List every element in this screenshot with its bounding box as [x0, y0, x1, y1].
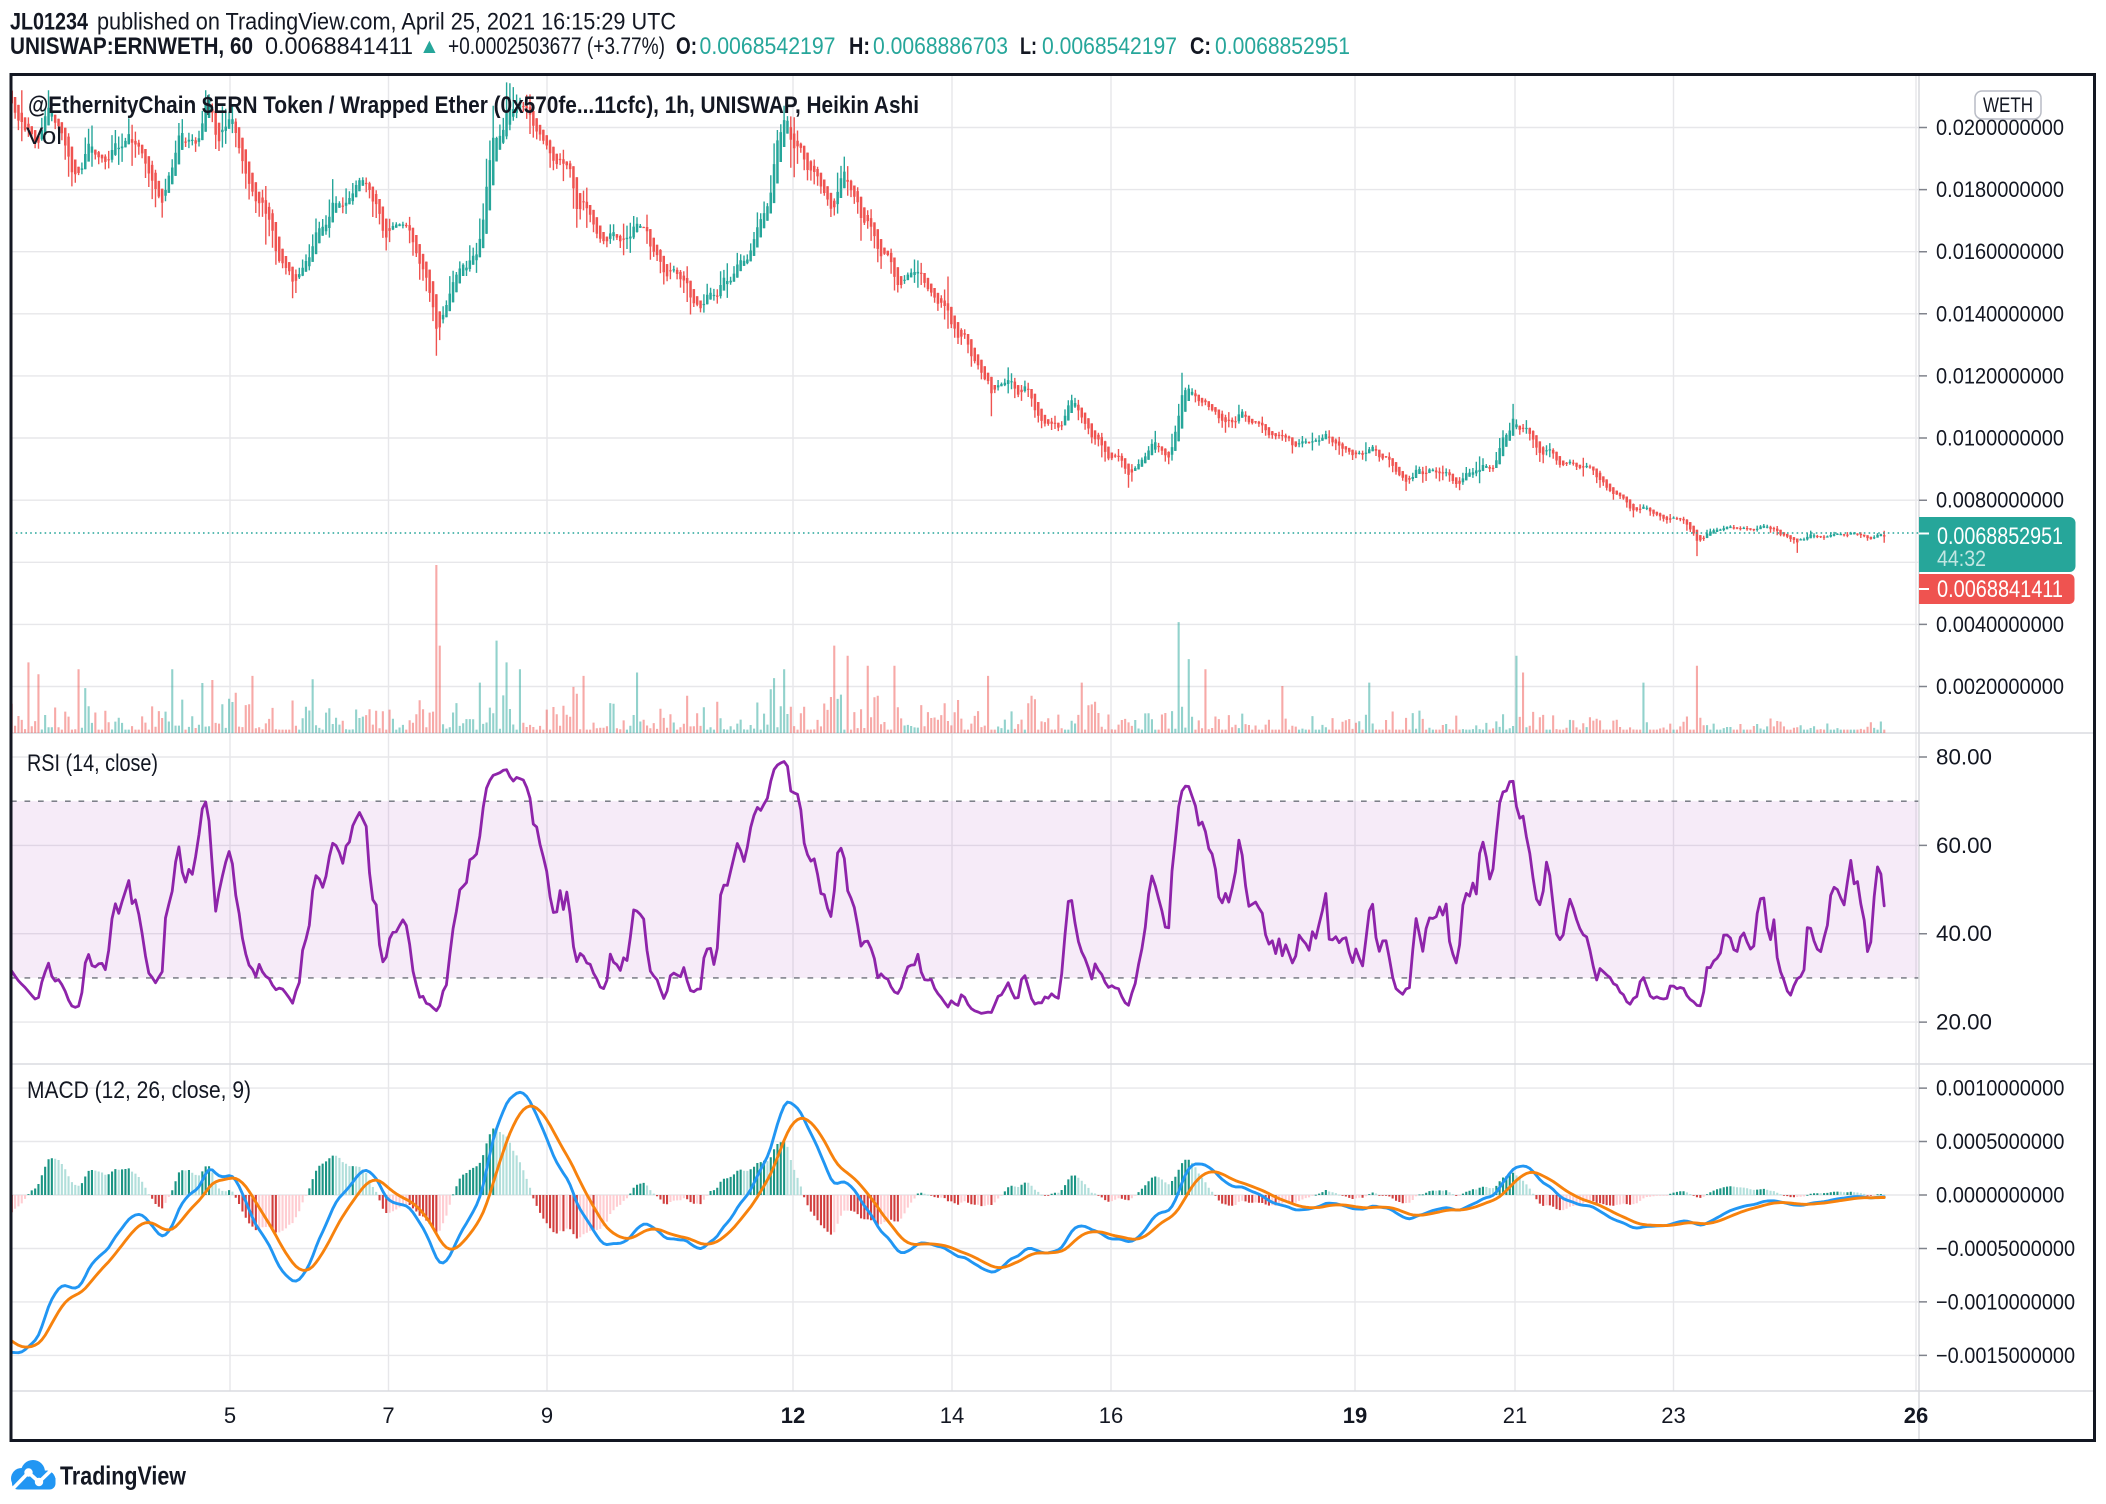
svg-text:0.0068852951: 0.0068852951	[1215, 33, 1350, 60]
svg-text:C:: C:	[1190, 33, 1211, 60]
svg-text:44:32: 44:32	[1937, 546, 1986, 571]
svg-text:−0.0015000000: −0.0015000000	[1936, 1343, 2075, 1368]
svg-text:0.0100000000: 0.0100000000	[1936, 426, 2064, 451]
svg-text:published on TradingView.com,: published on TradingView.com, April 25, …	[97, 9, 676, 36]
svg-text:Vol: Vol	[26, 123, 62, 150]
svg-text:14: 14	[940, 1403, 964, 1428]
svg-text:O:: O:	[676, 33, 697, 60]
svg-text:7: 7	[382, 1403, 394, 1428]
svg-text:19: 19	[1343, 1403, 1367, 1428]
svg-text:WETH: WETH	[1983, 94, 2033, 117]
svg-text:0.0068886703: 0.0068886703	[873, 33, 1008, 60]
svg-text:0.0180000000: 0.0180000000	[1936, 177, 2064, 202]
svg-text:0.0068841411: 0.0068841411	[265, 33, 413, 60]
svg-text:16: 16	[1099, 1403, 1123, 1428]
svg-text:UNISWAP:ERNWETH, 60: UNISWAP:ERNWETH, 60	[10, 33, 253, 60]
svg-text:0.0068841411: 0.0068841411	[1937, 576, 2063, 603]
svg-text:0.0020000000: 0.0020000000	[1936, 674, 2064, 699]
svg-text:60.00: 60.00	[1936, 833, 1992, 858]
svg-text:23: 23	[1661, 1403, 1685, 1428]
svg-text:RSI (14, close): RSI (14, close)	[27, 750, 158, 777]
svg-text:0.0120000000: 0.0120000000	[1936, 363, 2064, 388]
svg-text:+0.0002503677 (+3.77%): +0.0002503677 (+3.77%)	[448, 33, 665, 60]
svg-text:0.0010000000: 0.0010000000	[1936, 1076, 2064, 1101]
svg-text:−0.0005000000: −0.0005000000	[1936, 1236, 2075, 1261]
svg-text:40.00: 40.00	[1936, 921, 1992, 946]
svg-text:20.00: 20.00	[1936, 1010, 1992, 1035]
svg-text:21: 21	[1503, 1403, 1527, 1428]
svg-text:0.0160000000: 0.0160000000	[1936, 239, 2064, 264]
svg-text:▲: ▲	[419, 35, 440, 58]
svg-text:JL01234: JL01234	[10, 9, 89, 36]
svg-text:MACD (12, 26, close, 9): MACD (12, 26, close, 9)	[27, 1077, 251, 1104]
svg-text:L:: L:	[1020, 33, 1037, 60]
svg-text:80.00: 80.00	[1936, 745, 1992, 770]
svg-text:−0.0010000000: −0.0010000000	[1936, 1289, 2075, 1314]
svg-text:0.0080000000: 0.0080000000	[1936, 488, 2064, 513]
svg-text:0.0000000000: 0.0000000000	[1936, 1183, 2064, 1208]
svg-text:H:: H:	[849, 33, 870, 60]
svg-text:26: 26	[1904, 1403, 1928, 1428]
svg-text:0.0040000000: 0.0040000000	[1936, 612, 2064, 637]
svg-text:0.0005000000: 0.0005000000	[1936, 1129, 2064, 1154]
svg-text:0.0068542197: 0.0068542197	[1042, 33, 1177, 60]
svg-text:0.0140000000: 0.0140000000	[1936, 301, 2064, 326]
svg-text:TradingView: TradingView	[60, 1461, 187, 1491]
svg-text:5: 5	[224, 1403, 236, 1428]
svg-text:@EthernityChain $ERN Token / W: @EthernityChain $ERN Token / Wrapped Eth…	[28, 92, 919, 119]
svg-text:9: 9	[541, 1403, 553, 1428]
svg-text:0.0068542197: 0.0068542197	[700, 33, 836, 60]
svg-text:0.0068852951: 0.0068852951	[1937, 523, 2063, 550]
svg-text:12: 12	[781, 1403, 805, 1428]
